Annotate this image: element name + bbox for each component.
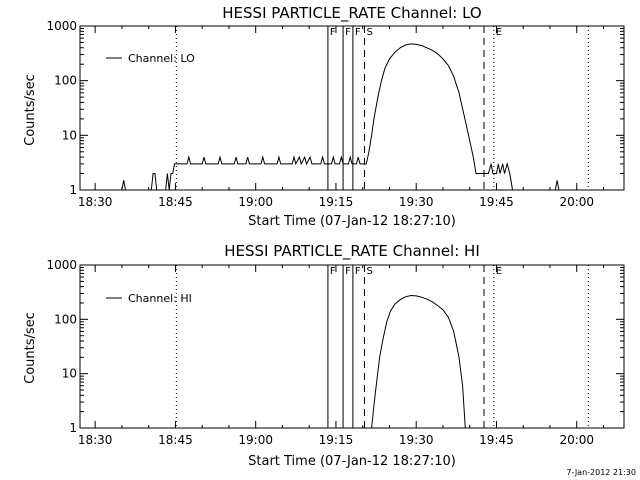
chart-panel-hi: HESSI PARTICLE_RATE Channel: HI Start Ti… [23, 242, 625, 469]
y-tick-label: 1 [69, 183, 77, 197]
plot-frame [79, 264, 625, 429]
legend: Channel: HI [106, 292, 192, 305]
x-axis-label: Start Time (07-Jan-12 18:27:10) [248, 214, 456, 229]
x-tick-label: 20:00 [559, 433, 594, 447]
x-tick-label: 19:30 [399, 195, 434, 209]
y-tick-label: 100 [54, 312, 77, 326]
x-tick-label: 19:45 [479, 195, 514, 209]
y-axis-label: Counts/sec [23, 312, 38, 384]
plot-timestamp: 7-Jan-2012 21:30 [566, 468, 636, 477]
y-axis-label: Counts/sec [23, 74, 38, 146]
event-marker-label: E [496, 27, 502, 38]
x-tick-label: 19:15 [319, 195, 354, 209]
x-tick-label: 19:15 [319, 433, 354, 447]
x-tick-label: 19:00 [238, 195, 273, 209]
series-line [80, 43, 624, 191]
event-marker-label: E [496, 266, 502, 277]
chart-title: HESSI PARTICLE_RATE Channel: HI [224, 242, 480, 261]
y-tick-label: 10 [62, 367, 77, 381]
legend-label: Channel: HI [128, 292, 192, 305]
x-tick-label: 18:30 [78, 433, 113, 447]
y-tick-label: 1000 [46, 258, 77, 272]
event-marker-label: F [345, 266, 351, 277]
x-tick-label: 18:30 [78, 195, 113, 209]
x-tick-label: 19:30 [399, 433, 434, 447]
x-tick-label: 18:45 [158, 433, 193, 447]
y-tick-label: 1 [69, 421, 77, 435]
x-tick-label: 19:00 [238, 433, 273, 447]
x-tick-label: 18:45 [158, 195, 193, 209]
event-marker-label: S [366, 27, 372, 38]
event-marker-label: F [330, 266, 336, 277]
chart-panel-lo: HESSI PARTICLE_RATE Channel: LO Start Ti… [23, 4, 625, 229]
event-marker-label: F [330, 27, 336, 38]
event-marker-label: F [355, 27, 361, 38]
chart-title: HESSI PARTICLE_RATE Channel: LO [222, 4, 481, 23]
x-axis-label: Start Time (07-Jan-12 18:27:10) [248, 454, 456, 469]
event-marker-label: F [355, 266, 361, 277]
event-marker-label: S [366, 266, 372, 277]
event-marker-label: F [345, 27, 351, 38]
legend-label: Channel: LO [128, 52, 195, 65]
y-tick-label: 100 [54, 74, 77, 88]
x-tick-label: 19:45 [479, 433, 514, 447]
plot-frame [79, 25, 625, 191]
x-tick-label: 20:00 [559, 195, 594, 209]
legend: Channel: LO [106, 52, 195, 65]
y-tick-label: 1000 [46, 19, 77, 33]
y-tick-label: 10 [62, 128, 77, 142]
series-line [371, 294, 466, 429]
